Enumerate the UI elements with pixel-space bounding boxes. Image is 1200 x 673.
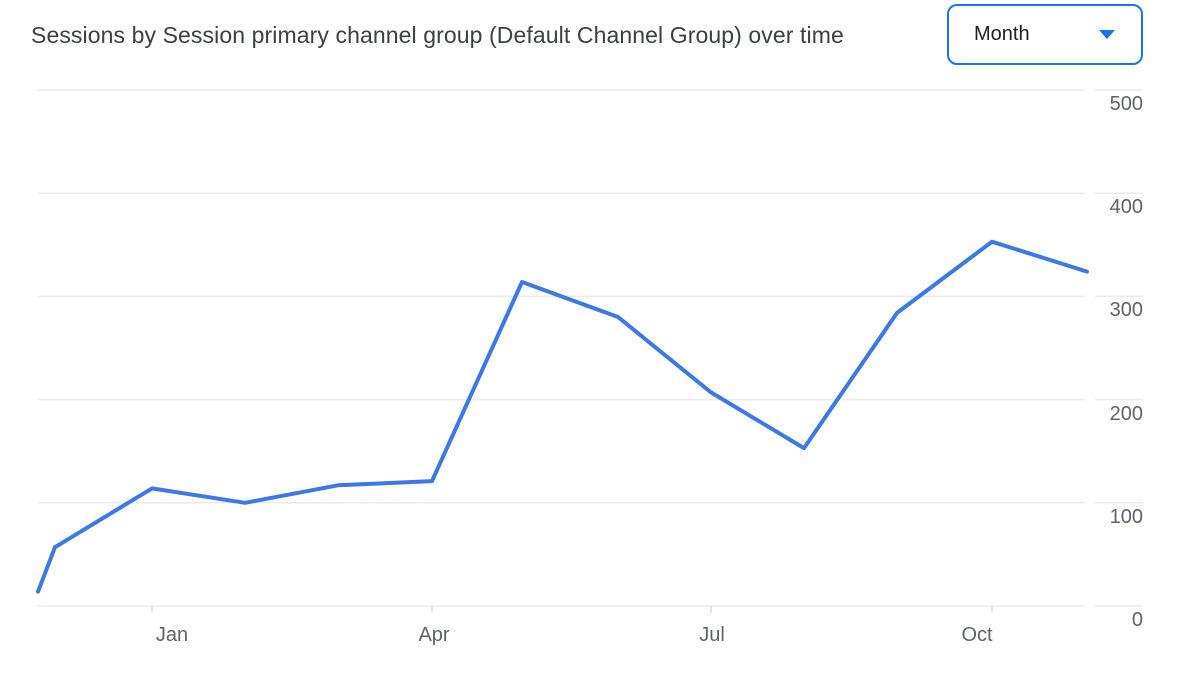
chart-title: Sessions by Session primary channel grou… bbox=[31, 22, 844, 48]
sessions-line bbox=[36, 239, 1089, 594]
triangle-down-icon bbox=[1099, 30, 1115, 39]
granularity-dropdown[interactable]: Month bbox=[947, 4, 1143, 65]
granularity-dropdown-value: Month bbox=[974, 23, 1030, 45]
